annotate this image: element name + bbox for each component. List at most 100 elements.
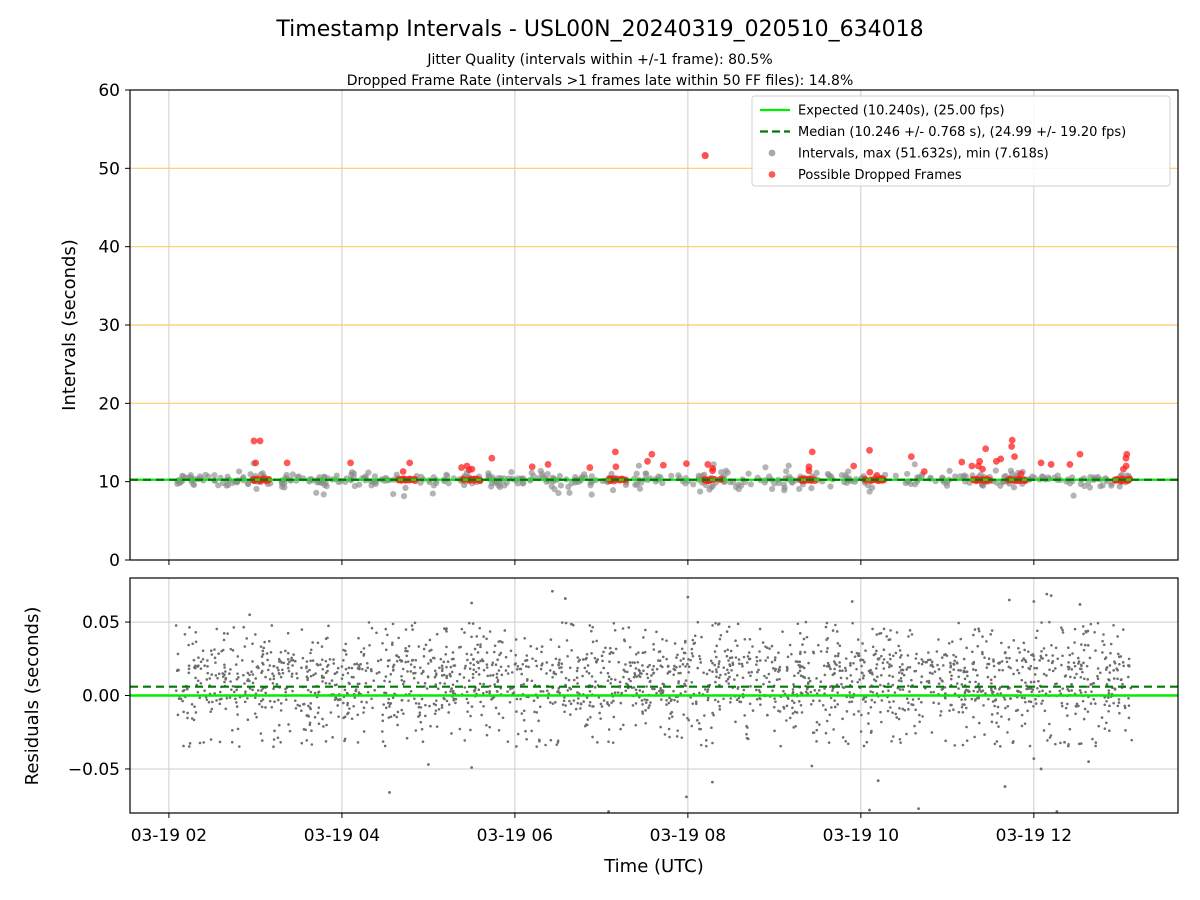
residual-point: [686, 716, 689, 720]
residual-point: [181, 699, 184, 703]
residual-point: [253, 712, 257, 715]
residual-point: [186, 716, 189, 720]
residual-point: [286, 631, 290, 635]
residual-point: [791, 692, 795, 695]
residual-point: [248, 673, 251, 677]
residual-point: [359, 650, 363, 654]
residual-point: [993, 675, 997, 679]
residual-point: [673, 642, 677, 645]
residual-point: [1107, 709, 1110, 713]
residual-point: [957, 710, 961, 714]
residual-point: [313, 691, 317, 695]
residual-point: [819, 650, 823, 653]
residual-point: [908, 665, 912, 669]
residual-point: [893, 691, 897, 694]
residual-point: [653, 687, 656, 691]
residual-point: [602, 650, 605, 654]
residual-point: [660, 698, 663, 701]
time-axis-ticks: 03-19 02 03-19 04 03-19 06 03-19 08 03-19 10…: [131, 813, 1072, 846]
residual-point: [628, 645, 632, 649]
residual-point: [432, 702, 436, 706]
residual-point: [957, 687, 960, 690]
residual-point: [196, 679, 200, 683]
residual-point: [1070, 682, 1073, 686]
interval-point: [495, 482, 502, 489]
residual-point: [439, 657, 443, 661]
residual-point: [1101, 651, 1104, 654]
residual-point: [213, 656, 217, 660]
residual-outlier-point: [1007, 598, 1011, 602]
residual-point: [821, 703, 825, 707]
residual-point: [966, 674, 969, 678]
residual-point: [903, 708, 907, 712]
residual-point: [891, 683, 895, 687]
residual-point: [433, 712, 437, 716]
residual-point: [1032, 680, 1036, 684]
residual-point: [451, 683, 455, 687]
residual-point: [764, 659, 767, 662]
residual-point: [727, 671, 730, 675]
residual-point: [356, 741, 360, 744]
residual-point: [381, 713, 384, 717]
residual-point: [920, 675, 924, 678]
residual-point: [748, 638, 752, 641]
residual-point: [670, 710, 674, 714]
residual-point: [434, 709, 438, 712]
residual-point: [414, 729, 418, 732]
residual-point: [870, 698, 874, 702]
interval-point: [659, 479, 666, 487]
residual-point: [1023, 696, 1026, 700]
residual-point: [246, 671, 250, 675]
residual-point: [1040, 702, 1043, 705]
residual-point: [294, 706, 298, 710]
residual-point: [852, 713, 856, 716]
residual-point: [729, 697, 733, 700]
residual-point: [839, 676, 843, 680]
interval-point: [745, 470, 752, 477]
residual-point: [867, 712, 870, 715]
interval-point: [827, 483, 834, 490]
interval-point: [528, 469, 535, 476]
residual-point: [563, 710, 566, 714]
residual-point: [448, 673, 452, 677]
residual-point: [690, 652, 694, 655]
residual-point: [832, 672, 836, 676]
dropped-frame-point: [850, 462, 858, 470]
residual-point: [231, 728, 234, 732]
residual-point: [238, 745, 241, 748]
residual-point: [908, 690, 911, 693]
residual-point: [245, 637, 249, 640]
residual-point: [637, 651, 640, 654]
residual-point: [844, 669, 848, 672]
residual-point: [939, 714, 942, 717]
residual-point: [557, 661, 561, 664]
residual-point: [197, 656, 200, 659]
residual-point: [737, 696, 741, 700]
interval-point: [588, 473, 595, 480]
residual-point: [264, 675, 267, 679]
residual-point: [882, 627, 886, 631]
residual-point: [944, 696, 947, 700]
interval-point: [1087, 473, 1094, 481]
residual-point: [404, 628, 408, 631]
residual-point: [655, 630, 658, 634]
residual-point: [730, 656, 734, 659]
interval-point: [548, 483, 555, 490]
residual-point: [231, 649, 235, 652]
dropped-frame-point: [907, 453, 915, 460]
residual-point: [1077, 704, 1080, 708]
residual-point: [370, 669, 373, 673]
residual-point: [1124, 729, 1127, 732]
residual-point: [915, 652, 918, 656]
interval-point: [294, 473, 301, 481]
residual-point: [643, 650, 647, 654]
residual-point: [236, 713, 239, 716]
residual-point: [576, 656, 580, 659]
residual-point: [691, 654, 695, 658]
residual-point: [325, 665, 329, 668]
residual-point: [1031, 688, 1035, 691]
residual-point: [1079, 742, 1083, 745]
residual-point: [845, 676, 849, 680]
residual-point: [735, 674, 739, 677]
residual-point: [332, 658, 335, 661]
